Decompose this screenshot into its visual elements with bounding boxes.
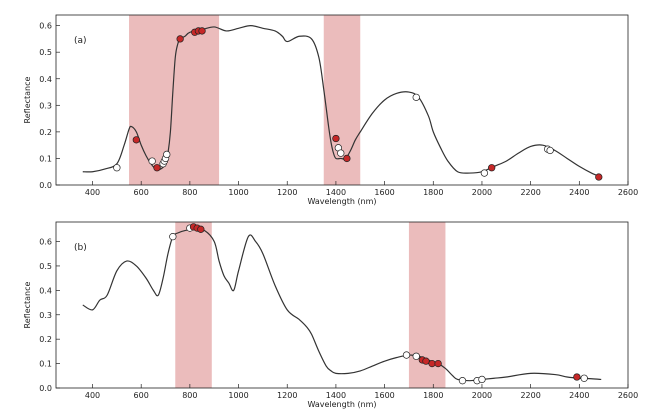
x-tick-label-11: 2600 <box>618 391 638 400</box>
x-tick-label-8: 2000 <box>472 188 492 197</box>
y-tick-label-1: 0.1 <box>39 360 52 369</box>
marked-point-white-11 <box>458 377 467 385</box>
x-tick-label-1: 600 <box>134 391 149 400</box>
panel-a-label: (a) <box>74 36 87 46</box>
highlight-band-0 <box>175 222 212 388</box>
panel-b-xlabel: Wavelength (nm) <box>307 400 376 409</box>
x-tick-label-0: 400 <box>85 391 100 400</box>
marked-point-white-16 <box>412 93 420 101</box>
marked-point-white-0 <box>169 232 177 241</box>
x-tick-label-6: 1600 <box>374 188 394 197</box>
marked-point-white-6 <box>412 352 420 360</box>
x-tick-label-8: 2000 <box>472 391 492 400</box>
y-tick-label-1: 0.1 <box>39 154 52 163</box>
y-tick-label-0: 0.0 <box>39 384 52 393</box>
x-tick-label-4: 1200 <box>277 188 297 197</box>
x-tick-label-5: 1400 <box>326 391 346 400</box>
x-tick-label-5: 1400 <box>326 188 346 197</box>
marked-point-red-14 <box>573 373 581 381</box>
marked-point-white-15 <box>580 374 588 382</box>
y-tick-label-2: 0.2 <box>39 128 52 137</box>
marked-point-red-1 <box>132 136 140 144</box>
x-tick-label-1: 600 <box>134 188 149 197</box>
marked-point-white-17 <box>480 169 489 177</box>
y-tick-label-3: 0.3 <box>39 101 52 110</box>
y-tick-label-2: 0.2 <box>39 335 52 344</box>
panel-b-spectrum-line <box>82 228 602 382</box>
marked-point-red-15 <box>343 154 351 163</box>
x-tick-label-10: 2400 <box>569 391 589 400</box>
panel-a-xlabel: Wavelength (nm) <box>307 197 376 206</box>
panel-b-label: (b) <box>74 243 87 253</box>
marked-point-white-7 <box>163 150 171 159</box>
x-tick-label-0: 400 <box>85 188 100 197</box>
y-tick-label-3: 0.3 <box>39 311 52 320</box>
marked-point-red-8 <box>422 357 430 365</box>
y-tick-label-6: 0.6 <box>39 238 52 247</box>
panel-b-ylabel: Reflectance <box>23 281 32 328</box>
x-tick-label-4: 1200 <box>277 391 297 400</box>
panel-b-chart: 400 600 800 1000 1200 1400 1600 1800 2000 2200 240… <box>23 221 638 409</box>
x-tick-label-2: 800 <box>182 188 197 197</box>
marked-point-white-13 <box>478 375 486 384</box>
y-tick-label-5: 0.5 <box>39 48 52 57</box>
marked-point-white-20 <box>546 146 554 155</box>
marked-point-white-5 <box>402 351 411 359</box>
x-tick-label-3: 1000 <box>228 188 248 197</box>
y-tick-label-4: 0.4 <box>39 75 52 84</box>
x-tick-label-9: 2200 <box>520 391 540 400</box>
marked-point-white-0 <box>113 164 121 172</box>
panel-a-marked-points <box>113 27 603 181</box>
panel-a-x-ticks: 400 600 800 1000 1200 1400 1600 1800 2000 2200 240… <box>85 181 638 197</box>
highlight-band-0 <box>129 15 220 185</box>
panel-b-x-ticks: 400 600 800 1000 1200 1400 1600 1800 2000 2200 240… <box>85 384 638 400</box>
marked-point-red-3 <box>153 164 161 172</box>
x-tick-label-3: 1000 <box>228 391 248 400</box>
marked-point-red-10 <box>434 359 442 368</box>
y-tick-label-5: 0.5 <box>39 262 52 271</box>
x-tick-label-6: 1600 <box>374 391 394 400</box>
panel-b-y-ticks: 0.0 0.1 0.2 0.3 0.4 0.5 0.6 <box>39 238 60 393</box>
x-tick-label-7: 1800 <box>423 188 443 197</box>
panel-b-axes-frame <box>55 221 629 389</box>
highlight-band-1 <box>323 15 361 185</box>
marked-point-red-21 <box>595 173 603 181</box>
marked-point-white-2 <box>148 157 156 165</box>
marked-point-red-4 <box>197 225 205 233</box>
marked-point-red-12 <box>332 134 340 143</box>
marked-point-red-18 <box>488 164 496 172</box>
panel-a-axes-frame <box>55 14 629 186</box>
y-tick-label-6: 0.6 <box>39 22 52 31</box>
y-tick-label-4: 0.4 <box>39 286 52 295</box>
panel-a-chart: 400 600 800 1000 1200 1400 1600 1800 2000 2200 240… <box>23 14 638 206</box>
marked-point-red-8 <box>176 35 184 43</box>
x-tick-label-7: 1800 <box>423 391 443 400</box>
marked-point-red-11 <box>198 27 206 35</box>
panel-b-marked-points <box>169 223 588 385</box>
x-tick-label-11: 2600 <box>618 188 638 197</box>
panel-a-y-ticks: 0.0 0.1 0.2 0.3 0.4 0.5 0.6 <box>39 22 60 190</box>
marked-point-red-9 <box>428 359 436 368</box>
y-tick-label-0: 0.0 <box>39 181 52 190</box>
x-tick-label-10: 2400 <box>569 188 589 197</box>
panel-a-ylabel: Reflectance <box>23 76 32 123</box>
x-tick-label-9: 2200 <box>520 188 540 197</box>
x-tick-label-2: 800 <box>182 391 197 400</box>
panel-a-highlight-bands <box>129 15 361 185</box>
marked-point-white-14 <box>337 149 345 157</box>
